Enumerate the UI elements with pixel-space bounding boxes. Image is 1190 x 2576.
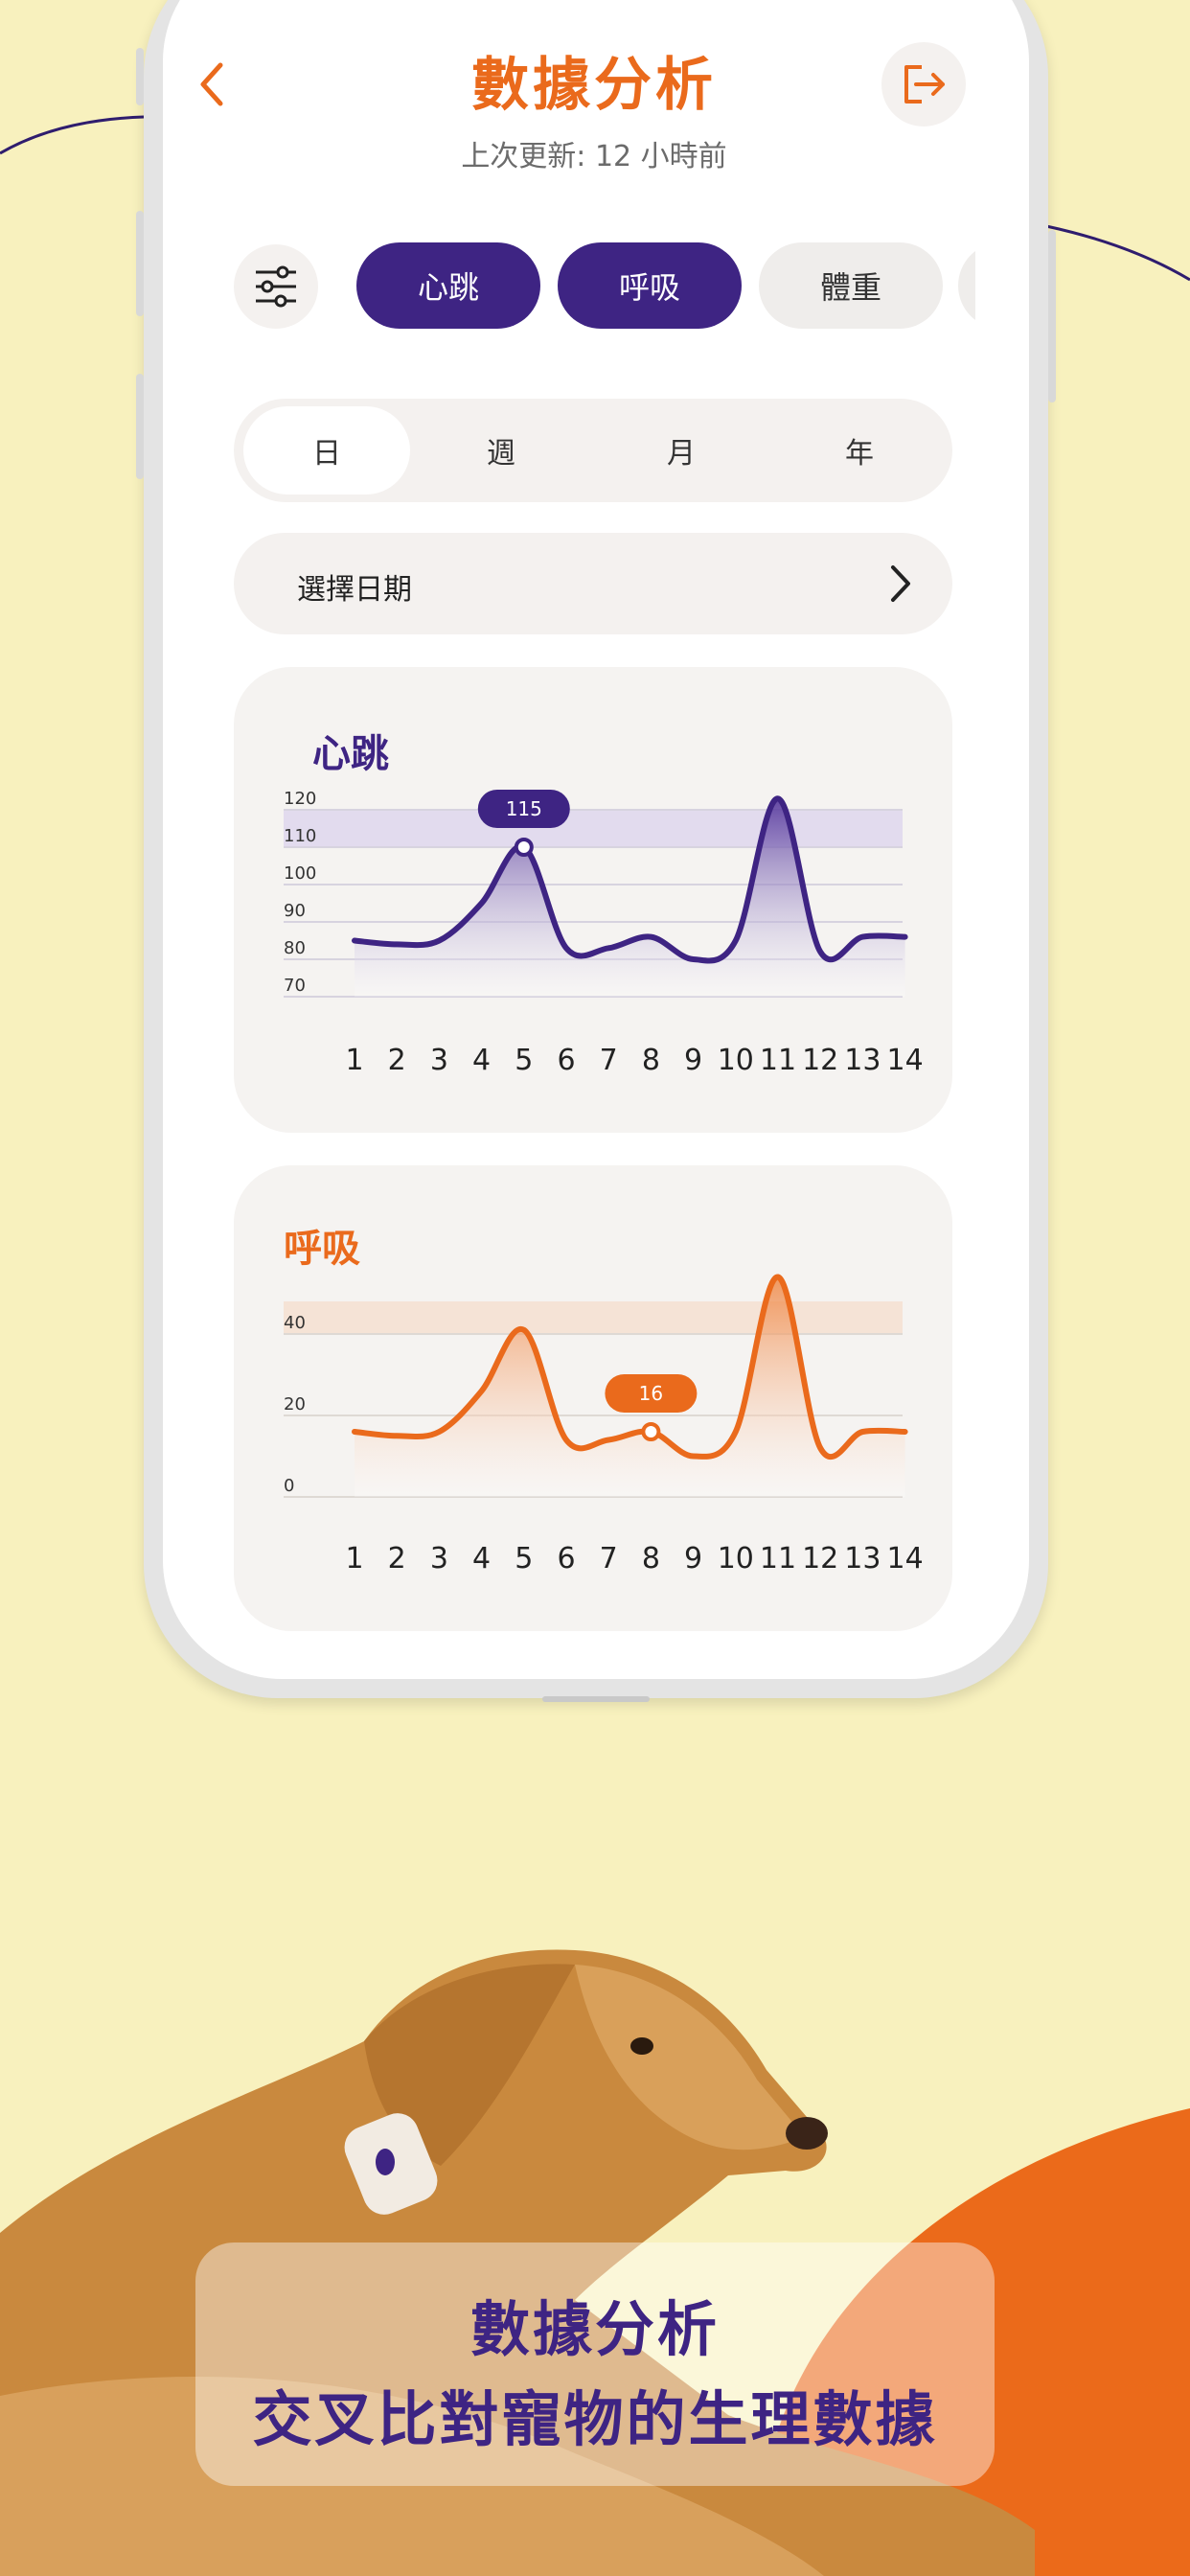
chip-more[interactable] — [958, 242, 975, 329]
chart-tooltip — [477, 790, 570, 828]
period-day[interactable]: 日 — [243, 406, 410, 494]
chart-area — [355, 798, 905, 997]
chart-x-tick-label: 3 — [430, 1044, 448, 1077]
breathing-chart-card: 呼吸 0 20 40 1 2 3 4 5 6 7 8 9 10 11 12 13 14 16 — [234, 1165, 952, 1631]
chevron-left-icon — [200, 62, 223, 106]
heartbeat-chart-title: 心跳 — [312, 732, 389, 776]
chart-y-tick-label: 20 — [284, 1394, 306, 1414]
filter-button[interactable] — [234, 244, 318, 329]
date-picker-row[interactable]: 選擇日期 — [234, 533, 952, 634]
chart-x-tick-label: 11 — [760, 1542, 796, 1576]
home-indicator — [542, 1696, 650, 1702]
chart-x-tick-label: 13 — [844, 1044, 881, 1077]
chart-x-tick-label: 12 — [802, 1044, 838, 1077]
chart-x-tick-label: 7 — [600, 1542, 618, 1576]
period-segmented-control: 日 週 月 年 — [234, 399, 952, 502]
chip-breathing[interactable]: 呼吸 — [558, 242, 742, 329]
chart-y-tick-label: 40 — [284, 1313, 306, 1333]
chart-data-point — [514, 838, 534, 857]
chart-y-tick-label: 80 — [284, 938, 306, 958]
chart-y-tick-label: 120 — [284, 789, 316, 809]
last-update-text: 上次更新: 12 小時前 — [461, 140, 727, 173]
chart-x-tick-label: 1 — [345, 1542, 363, 1576]
chart-y-tick-label: 110 — [284, 826, 316, 846]
chart-y-tick-label: 90 — [284, 901, 306, 921]
chart-area — [355, 1276, 905, 1497]
phone-power-button — [1048, 230, 1056, 402]
logout-icon — [904, 65, 945, 104]
chevron-right-icon — [891, 565, 910, 602]
chart-x-tick-label: 4 — [472, 1542, 491, 1576]
caption-title: 數據分析 — [469, 2294, 720, 2364]
chart-highlight-band — [284, 1301, 903, 1334]
chart-tooltip-label: 16 — [639, 1382, 663, 1405]
chart-x-tick-label: 11 — [760, 1044, 796, 1077]
chart-x-tick-label: 3 — [430, 1542, 448, 1576]
chart-x-tick-label: 14 — [887, 1542, 924, 1576]
phone-side-button — [136, 48, 144, 105]
chart-highlight-band — [284, 810, 903, 847]
chart-x-tick-label: 2 — [388, 1044, 406, 1077]
caption-subtitle: 交叉比對寵物的生理數據 — [252, 2384, 938, 2454]
chart-x-tick-label: 6 — [557, 1044, 575, 1077]
sliders-icon — [256, 265, 296, 308]
caption-box — [195, 2242, 995, 2486]
chart-x-tick-label: 10 — [718, 1542, 754, 1576]
chart-x-tick-label: 4 — [472, 1044, 491, 1077]
chip-heartbeat[interactable]: 心跳 — [356, 242, 540, 329]
chip-weight[interactable]: 體重 — [759, 242, 943, 329]
chart-y-tick-label: 70 — [284, 976, 306, 996]
chart-x-tick-label: 10 — [718, 1044, 754, 1077]
chart-x-tick-label: 9 — [684, 1542, 702, 1576]
chart-x-tick-label: 8 — [642, 1044, 660, 1077]
page-title: 數據分析 — [471, 52, 717, 119]
chart-x-tick-label: 9 — [684, 1044, 702, 1077]
chart-x-tick-label: 6 — [557, 1542, 575, 1576]
chart-x-tick-label: 12 — [802, 1542, 838, 1576]
date-picker-label: 選擇日期 — [297, 573, 412, 607]
chart-x-tick-label: 5 — [515, 1542, 533, 1576]
metric-chips: 心跳 呼吸 體重 — [356, 242, 975, 331]
chart-x-tick-label: 2 — [388, 1542, 406, 1576]
logout-button[interactable] — [881, 42, 966, 126]
back-button[interactable] — [192, 56, 234, 113]
heartbeat-chart-card: 心跳 70 80 90 100 110 120 1 2 3 4 5 6 7 8 9 10 11 12 13 14 115 — [234, 667, 952, 1133]
chart-y-tick-label: 100 — [284, 863, 316, 884]
period-month[interactable]: 月 — [667, 437, 696, 471]
chart-tooltip-label: 115 — [506, 797, 542, 820]
phone-volume-down — [136, 374, 144, 479]
breathing-chart-title: 呼吸 — [284, 1227, 360, 1271]
chart-x-tick-label: 5 — [515, 1044, 533, 1077]
chart-x-tick-label: 14 — [887, 1044, 924, 1077]
chart-x-tick-label: 1 — [345, 1044, 363, 1077]
chart-series-line — [352, 795, 908, 964]
period-week[interactable]: 週 — [487, 437, 515, 471]
chart-x-tick-label: 13 — [844, 1542, 881, 1576]
chart-x-tick-label: 7 — [600, 1044, 618, 1077]
chart-x-tick-label: 8 — [642, 1542, 660, 1576]
chart-tooltip — [605, 1374, 698, 1413]
chart-y-tick-label: 0 — [284, 1476, 294, 1496]
chart-data-point — [641, 1422, 661, 1441]
phone-volume-up — [136, 211, 144, 316]
period-year[interactable]: 年 — [845, 437, 874, 471]
